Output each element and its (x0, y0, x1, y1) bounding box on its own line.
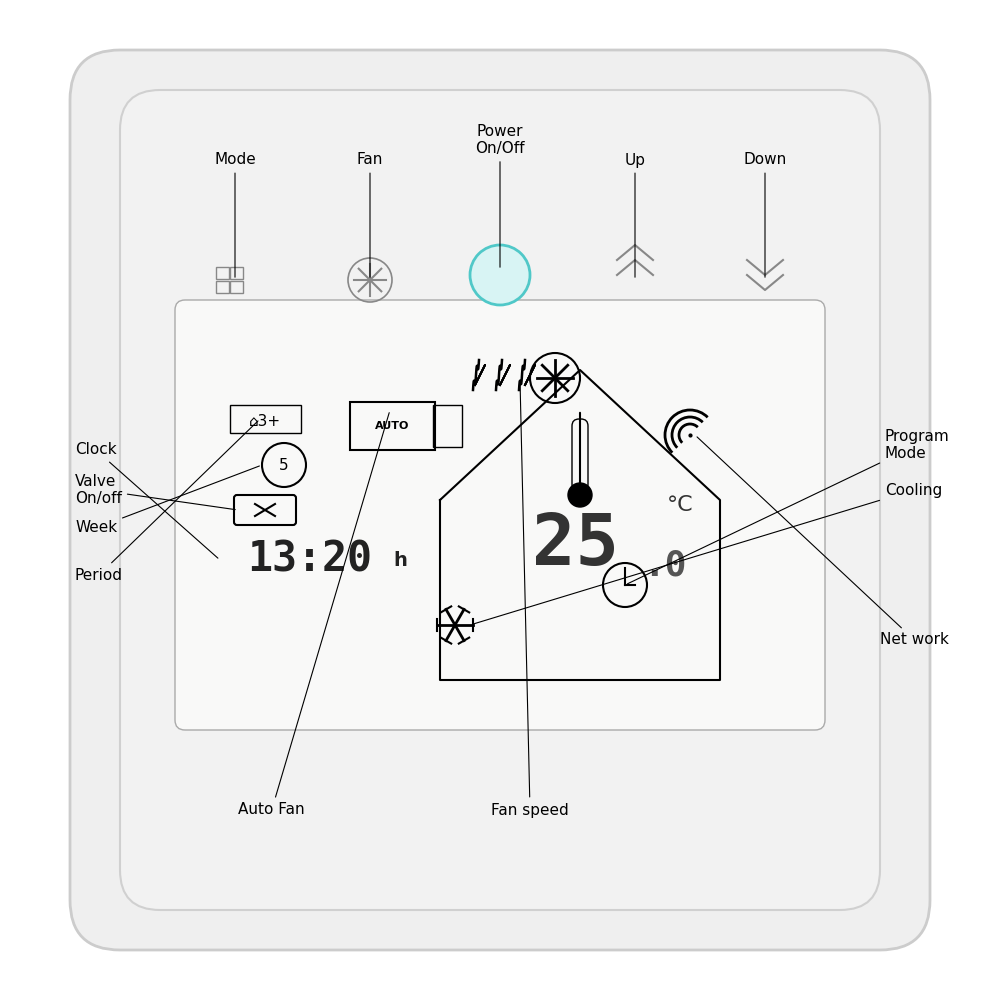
Text: 5: 5 (279, 458, 289, 473)
Text: Week: Week (75, 466, 259, 536)
Text: ⌂3+: ⌂3+ (249, 414, 281, 430)
Text: 13:20: 13:20 (248, 539, 372, 581)
Text: AUTO: AUTO (375, 421, 409, 431)
FancyBboxPatch shape (70, 50, 930, 950)
Text: Cooling: Cooling (473, 483, 942, 624)
FancyBboxPatch shape (175, 300, 825, 730)
Text: Net work: Net work (697, 437, 949, 648)
Text: Period: Period (75, 421, 258, 582)
Circle shape (568, 483, 592, 507)
Text: Auto Fan: Auto Fan (238, 413, 389, 818)
Text: .0: .0 (643, 548, 687, 582)
Text: Fan: Fan (357, 152, 383, 277)
Text: Program
Mode: Program Mode (628, 429, 950, 584)
Text: Fan speed: Fan speed (491, 383, 569, 818)
Text: Down: Down (743, 152, 787, 277)
Text: Mode: Mode (214, 152, 256, 277)
Circle shape (470, 245, 530, 305)
Text: 25: 25 (532, 510, 618, 580)
Text: Power
On/Off: Power On/Off (475, 124, 525, 267)
Text: °C: °C (667, 495, 693, 515)
Text: Valve
On/off: Valve On/off (75, 474, 235, 510)
Text: Up: Up (624, 152, 646, 277)
FancyBboxPatch shape (120, 90, 880, 910)
Text: Clock: Clock (75, 442, 218, 558)
Text: h: h (393, 550, 407, 570)
